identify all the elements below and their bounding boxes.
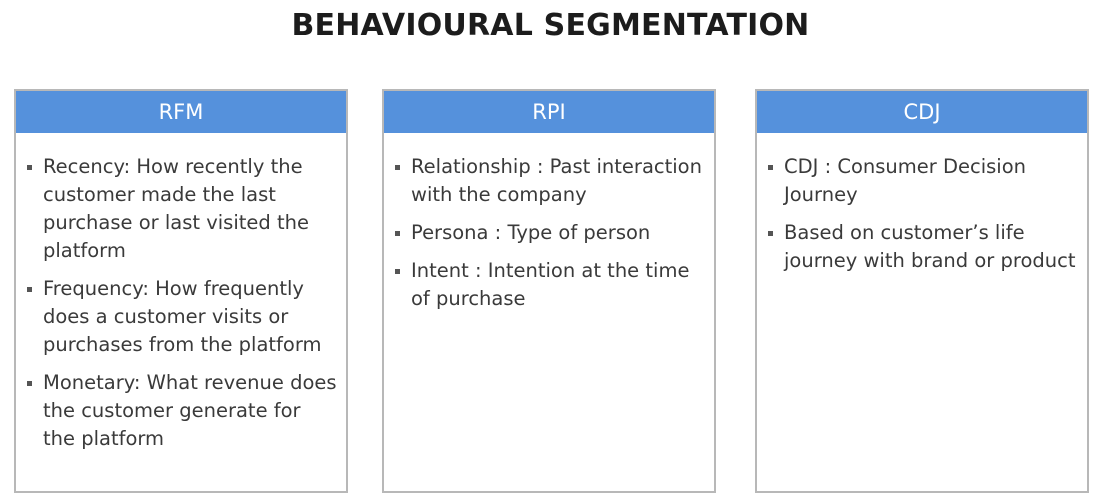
- list-item: Based on customer’s life journey with br…: [767, 219, 1079, 275]
- list-item-text: Monetary: What revenue does the customer…: [43, 371, 337, 450]
- list-item: CDJ : Consumer Decision Journey: [767, 153, 1079, 209]
- card-header-cdj: CDJ: [757, 91, 1087, 133]
- bullet-icon: [395, 269, 400, 274]
- card-list-rfm: Recency: How recently the customer made …: [16, 133, 346, 453]
- list-item: Monetary: What revenue does the customer…: [26, 369, 338, 453]
- list-item: Persona : Type of person: [394, 219, 706, 247]
- list-item-text: Frequency: How frequently does a custome…: [43, 277, 322, 356]
- card-rfm: RFM Recency: How recently the customer m…: [14, 89, 348, 493]
- list-item: Intent : Intention at the time of purcha…: [394, 257, 706, 313]
- card-header-rpi: RPI: [384, 91, 714, 133]
- list-item-text: Relationship : Past interaction with the…: [411, 155, 702, 206]
- card-header-rfm: RFM: [16, 91, 346, 133]
- list-item: Frequency: How frequently does a custome…: [26, 275, 338, 359]
- list-item-text: Intent : Intention at the time of purcha…: [411, 259, 690, 310]
- list-item-text: Persona : Type of person: [411, 221, 651, 244]
- card-rpi: RPI Relationship : Past interaction with…: [382, 89, 716, 493]
- list-item-text: CDJ : Consumer Decision Journey: [784, 155, 1026, 206]
- bullet-icon: [768, 165, 773, 170]
- list-item-text: Based on customer’s life journey with br…: [784, 221, 1076, 272]
- bullet-icon: [27, 381, 32, 386]
- bullet-icon: [768, 231, 773, 236]
- bullet-icon: [27, 165, 32, 170]
- page-title: BEHAVIOURAL SEGMENTATION: [291, 8, 810, 43]
- bullet-icon: [395, 165, 400, 170]
- card-cdj: CDJ CDJ : Consumer Decision Journey Base…: [755, 89, 1089, 493]
- card-list-cdj: CDJ : Consumer Decision Journey Based on…: [757, 133, 1087, 275]
- list-item-text: Recency: How recently the customer made …: [43, 155, 309, 262]
- bullet-icon: [395, 231, 400, 236]
- card-list-rpi: Relationship : Past interaction with the…: [384, 133, 714, 313]
- bullet-icon: [27, 287, 32, 292]
- list-item: Recency: How recently the customer made …: [26, 153, 338, 265]
- list-item: Relationship : Past interaction with the…: [394, 153, 706, 209]
